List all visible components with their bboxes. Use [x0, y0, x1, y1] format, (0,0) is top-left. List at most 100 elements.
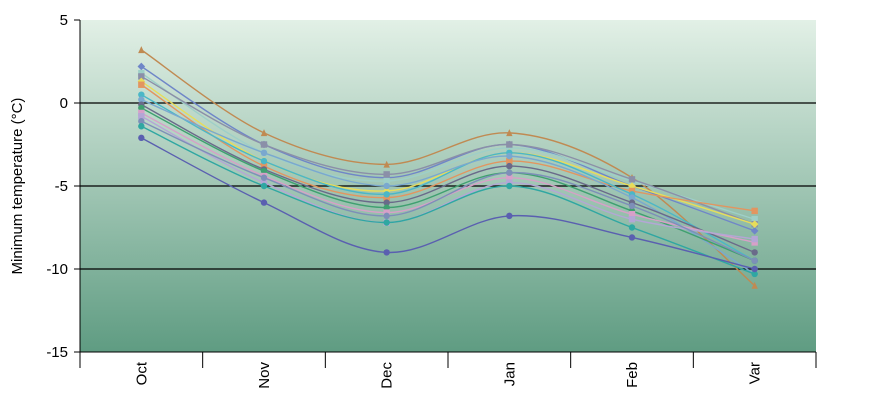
series-path	[140, 115, 755, 240]
data-point	[138, 123, 145, 130]
data-point	[383, 191, 390, 198]
data-point	[751, 249, 758, 256]
data-point	[751, 270, 758, 278]
gridlines	[80, 102, 816, 270]
data-point	[138, 118, 145, 125]
series-path	[141, 104, 755, 254]
series-path	[140, 65, 755, 232]
y-tick-label: -15	[46, 344, 68, 361]
data-point	[506, 179, 513, 186]
x-tick-label: Dec	[379, 362, 396, 389]
data-point	[260, 174, 268, 181]
data-point	[383, 177, 390, 185]
data-point	[506, 212, 513, 220]
data-point	[138, 113, 145, 120]
data-point	[260, 149, 268, 156]
series-path	[141, 125, 755, 275]
series-line	[138, 81, 758, 215]
data-point	[260, 167, 268, 175]
data-point	[750, 227, 759, 235]
data-point	[383, 199, 390, 206]
data-point	[260, 179, 268, 186]
data-point	[751, 257, 758, 264]
data-point	[751, 235, 758, 243]
data-point	[383, 182, 390, 190]
data-point	[751, 216, 758, 223]
series-path	[141, 107, 755, 262]
data-point	[506, 157, 513, 165]
series-path	[141, 120, 755, 262]
series-path	[140, 94, 756, 262]
data-point	[506, 141, 513, 148]
x-tick-label: Oct	[133, 361, 150, 385]
data-point	[628, 216, 636, 223]
series-path	[141, 99, 756, 275]
y-tick-label: 5	[60, 12, 68, 29]
data-point	[138, 69, 145, 77]
data-point	[138, 104, 145, 112]
data-point	[383, 249, 390, 256]
x-tick-label: Jan	[501, 362, 518, 386]
data-point	[260, 182, 268, 190]
data-point	[383, 160, 390, 168]
data-point	[506, 174, 513, 181]
data-point	[628, 187, 636, 195]
data-point	[383, 209, 390, 216]
data-point	[138, 91, 145, 98]
data-point	[628, 176, 636, 183]
series-path	[140, 80, 755, 225]
y-tick-label: 0	[60, 95, 68, 112]
data-point	[260, 162, 268, 170]
data-point	[506, 169, 513, 176]
data-point	[751, 265, 758, 273]
data-point	[506, 182, 513, 190]
data-point	[260, 157, 268, 165]
data-point	[260, 129, 268, 137]
data-point	[628, 194, 636, 201]
data-point	[383, 204, 390, 211]
data-point	[506, 152, 513, 160]
data-point	[138, 96, 145, 103]
data-point	[260, 199, 268, 206]
data-point	[382, 173, 391, 182]
y-tick-label: -10	[46, 261, 68, 278]
data-point	[383, 219, 390, 226]
data-point	[750, 220, 759, 228]
tick-labels: 5 0 -5 -10 -15 Oct Nov Dec Jan Feb Var	[46, 12, 763, 389]
series-path	[140, 72, 755, 220]
data-point	[383, 171, 390, 178]
y-axis-title: Minimum temperature (°C)	[9, 98, 26, 275]
data-point	[628, 224, 636, 231]
data-point	[138, 46, 145, 54]
series-line	[138, 118, 758, 264]
data-point	[751, 281, 758, 289]
series-path	[140, 75, 755, 225]
data-point	[383, 212, 390, 220]
data-point	[751, 207, 758, 215]
x-tick-label: Var	[747, 362, 764, 384]
x-tick-label: Nov	[256, 362, 273, 389]
data-point	[138, 134, 145, 142]
data-point	[506, 129, 513, 137]
series-line	[138, 134, 758, 273]
data-point	[138, 109, 145, 117]
series-line	[138, 123, 758, 278]
data-point	[506, 144, 513, 152]
data-point	[628, 182, 636, 190]
x-tick-label: Feb	[624, 362, 641, 388]
data-point	[506, 162, 513, 170]
y-tick-label: -5	[55, 178, 68, 195]
data-point	[138, 73, 145, 80]
data-point	[628, 211, 636, 218]
data-point	[137, 62, 146, 71]
data-point	[751, 239, 758, 246]
data-point	[382, 187, 391, 195]
axes	[74, 19, 817, 368]
data-point	[260, 141, 268, 148]
series-path	[140, 84, 755, 212]
data-point	[383, 194, 390, 201]
series-group	[137, 46, 759, 289]
series-path	[141, 137, 755, 270]
data-point	[628, 202, 636, 210]
